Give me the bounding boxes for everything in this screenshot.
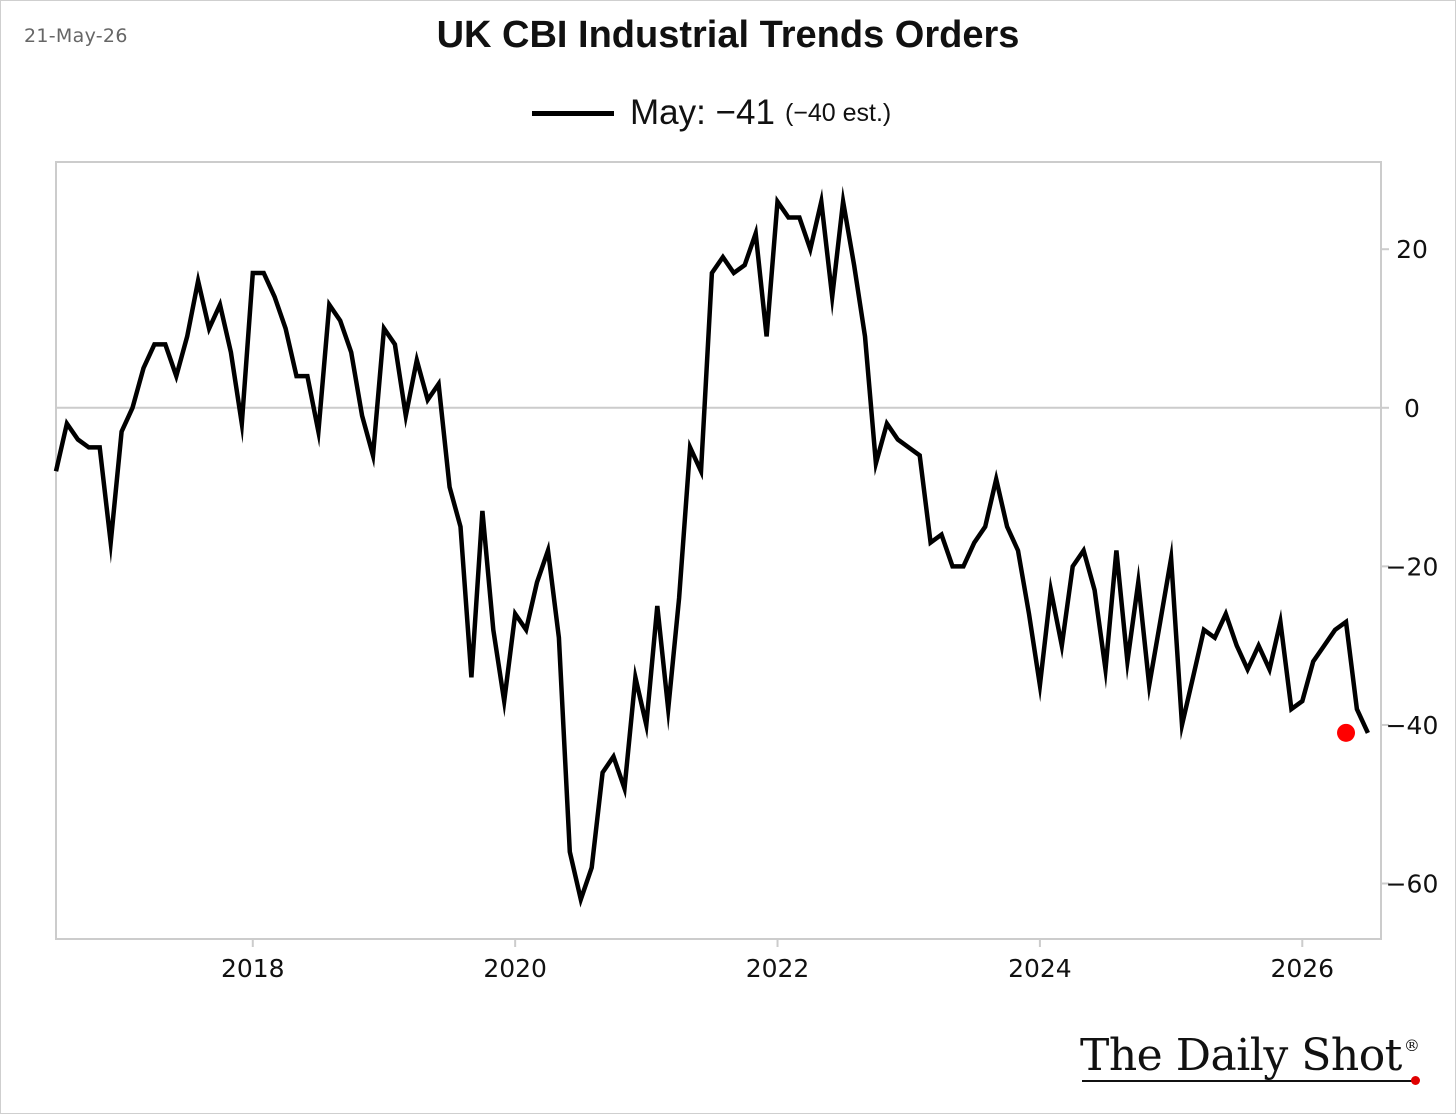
legend-estimate: (−40 est.) (784, 98, 892, 127)
brand-dot (1411, 1076, 1420, 1085)
chart-title: UK CBI Industrial Trends Orders (436, 14, 1020, 56)
x-tick-label: 2026 (1270, 954, 1334, 983)
brand-registered-mark: ® (1403, 1036, 1420, 1055)
x-tick-label: 2018 (221, 954, 285, 983)
series-line (53, 185, 1370, 908)
y-tick-label: 0 (1404, 394, 1420, 423)
brand-underline (1082, 1080, 1412, 1082)
x-tick-label: 2022 (746, 954, 810, 983)
y-tick-label: −60 (1386, 870, 1439, 899)
y-tick-label: 20 (1396, 235, 1428, 264)
brand-logo: The Daily Shot ® (1080, 1030, 1420, 1081)
legend-line-swatch (532, 110, 614, 116)
y-tick-label: −20 (1386, 552, 1439, 581)
legend: May: −41 (−40 est.) (532, 88, 891, 138)
legend-latest-value: May: −41 (630, 93, 775, 132)
x-tick-label: 2020 (483, 954, 547, 983)
x-tick-label: 2024 (1008, 954, 1072, 983)
y-tick-label: −40 (1386, 711, 1439, 740)
latest-point-marker (1337, 723, 1356, 742)
publish-date: 21-May-26 (24, 25, 128, 47)
plot-area-border (55, 161, 1382, 940)
brand-name: The Daily Shot (1080, 1030, 1402, 1081)
